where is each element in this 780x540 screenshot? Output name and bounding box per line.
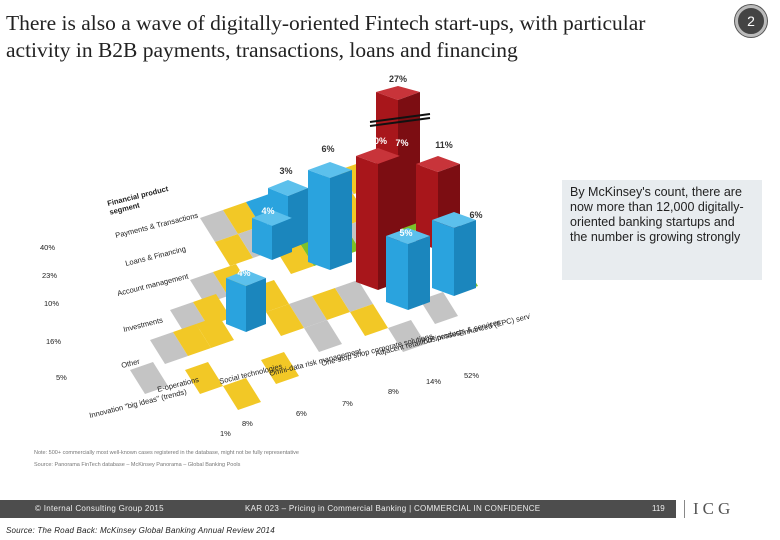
chart-note: Note: 500+ commercially most well-known … <box>34 450 299 456</box>
row-label-1: Loans & Financing <box>124 244 186 268</box>
bar-value-labels: 27% 10% 7% 11% 6% 3% 4% 4% 5% 6% <box>237 74 482 278</box>
row-label-0: Payments & Transactions <box>114 211 199 240</box>
row-pct-1: 23% <box>42 271 57 280</box>
slide-title: There is also a wave of digitally-orient… <box>6 11 646 62</box>
row-pct-0: 40% <box>40 243 55 252</box>
bars <box>226 86 476 332</box>
footer-band <box>0 500 676 518</box>
label-6b: 6% <box>469 210 482 220</box>
footer-confidentiality: KAR 023 – Pricing in Commercial Banking … <box>245 504 541 513</box>
label-6a: 6% <box>321 144 334 154</box>
col-pct-4: 8% <box>388 387 399 396</box>
footer-copyright: © Internal Consulting Group 2015 <box>35 504 164 513</box>
col-pct-5: 14% <box>426 377 441 386</box>
slide-number-badge: 2 <box>735 5 767 37</box>
footer-page-number: 119 <box>652 504 665 513</box>
slide-source: Source: The Road Back: McKinsey Global B… <box>6 526 275 535</box>
col-pct-0: 1% <box>220 429 231 438</box>
col-label-6: Enhanced (EPC) services <box>458 308 530 338</box>
row-label-3: Investments <box>122 315 164 334</box>
col-pct-2: 6% <box>296 409 307 418</box>
row-label-2: Account management <box>116 271 190 298</box>
label-4a: 4% <box>261 206 274 216</box>
row-pct-3: 16% <box>46 337 61 346</box>
label-27: 27% <box>389 74 407 84</box>
chart-notes: Note: 500+ commercially most well-known … <box>34 450 299 468</box>
label-7: 7% <box>395 138 408 148</box>
label-11: 11% <box>435 140 453 150</box>
label-5: 5% <box>399 228 412 238</box>
chart-source: Source: Panorama FinTech database – McKi… <box>34 462 241 468</box>
row-pct-2: 10% <box>44 299 59 308</box>
callout-text: By McKinsey's count, there are now more … <box>570 185 744 244</box>
segment-header: Financial productsegment <box>106 184 171 217</box>
label-4b: 4% <box>237 268 250 278</box>
col-pct-3: 7% <box>342 399 353 408</box>
col-pct-6: 52% <box>464 371 479 380</box>
col-pct-1: 8% <box>242 419 253 428</box>
logo-text: ICG <box>693 499 735 518</box>
callout-box: By McKinsey's count, there are now more … <box>562 180 762 280</box>
innovation-header: Innovation "big ideas" (trends) <box>88 387 188 420</box>
fintech-3d-chart: 27% 10% 7% 11% 6% 3% 4% 4% 5% 6% Financi… <box>34 74 530 468</box>
icg-logo: ICG <box>684 499 740 519</box>
label-10: 10% <box>369 136 387 146</box>
logo-divider <box>684 500 685 518</box>
label-3: 3% <box>279 166 292 176</box>
row-pct-4: 5% <box>56 373 67 382</box>
